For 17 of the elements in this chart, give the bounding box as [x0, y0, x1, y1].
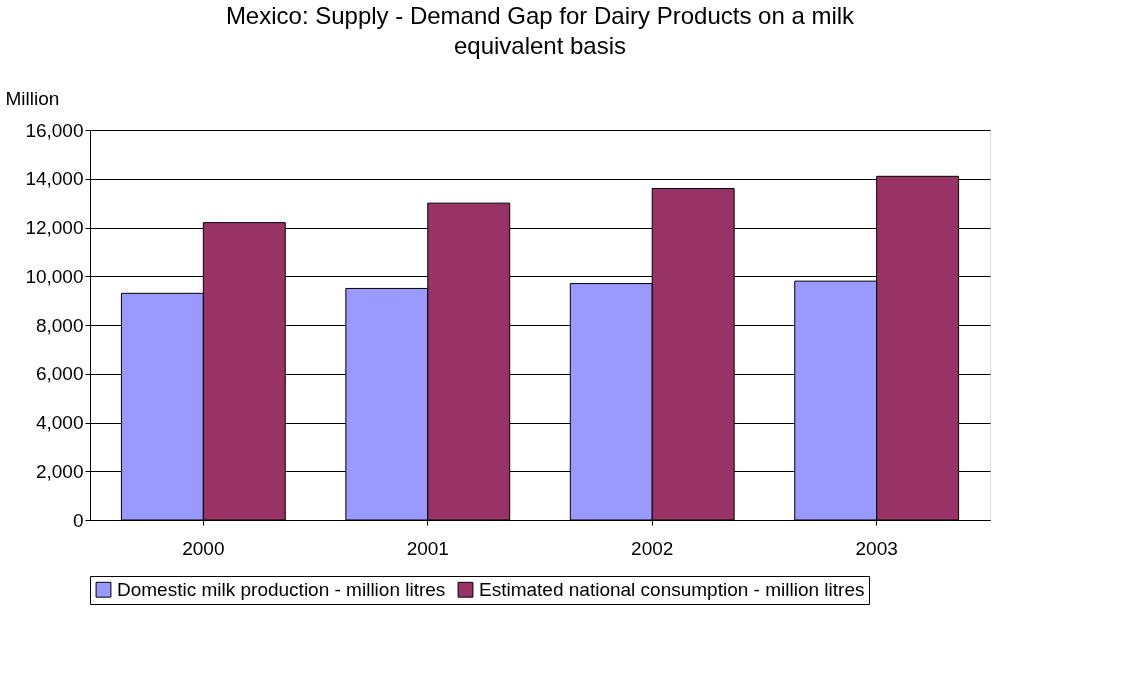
y-tick-label: 16,000 [25, 119, 84, 141]
y-tick-label: 8,000 [35, 314, 84, 336]
y-tick-label: 12,000 [25, 217, 84, 238]
chart-title: Mexico: Supply - Demand Gap for Dairy Products on a milk equivalent basis [225, 2, 856, 59]
y-tick-label: 2,000 [35, 460, 84, 482]
y-tick-label: 6,000 [35, 363, 84, 385]
x-tick-label: 2002 [631, 537, 674, 559]
legend-label: Estimated national consumption - million litres [479, 578, 865, 600]
y-tick-label: 0 [72, 509, 84, 531]
y-tick-label: 4,000 [35, 412, 84, 433]
x-tick-label: 2000 [182, 537, 225, 559]
x-tick-label: 2003 [855, 537, 898, 559]
y-tick-label: 14,000 [25, 168, 84, 190]
legend-label: Domestic milk production - million litres [117, 578, 446, 600]
y-axis-title: Million [5, 87, 60, 109]
x-tick-label: 2001 [406, 537, 449, 559]
y-tick-label: 10,000 [25, 265, 84, 287]
